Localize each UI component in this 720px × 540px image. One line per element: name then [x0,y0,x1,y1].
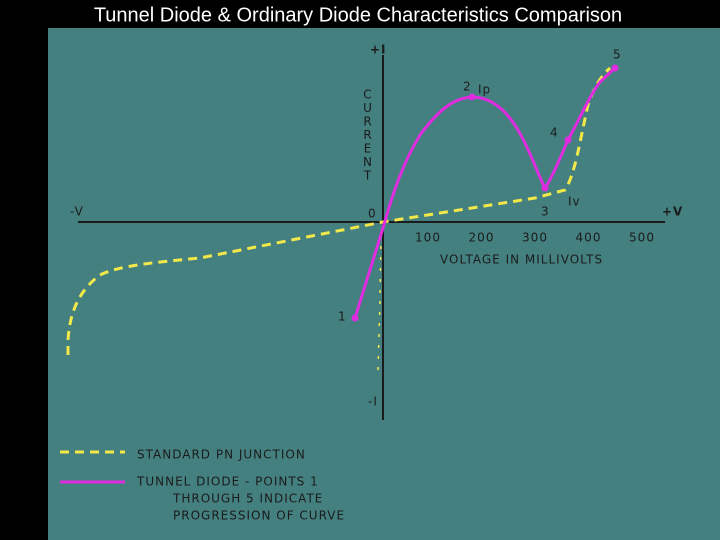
point [541,184,549,192]
current-letter: T [363,169,372,183]
pn-reverse [377,234,382,371]
plus-i: +I [370,43,387,57]
current-letter: N [363,155,373,169]
point-label: 4 [550,126,559,140]
voltage-tick: 200 [469,231,495,245]
legend-tunnel: TUNNEL DIODE - POINTS 1 [136,475,319,489]
point-note: Iv [568,195,581,209]
title: Tunnel Diode & Ordinary Diode Characteri… [94,4,622,26]
point [468,93,476,101]
legend-tunnel: THROUGH 5 INDICATE [172,492,323,506]
point-label: 2 [463,80,472,94]
pn-curve [66,66,612,355]
voltage-ticks: 100 200 300 400 500 [415,231,655,245]
point-label: 5 [613,48,622,62]
legend-pn: STANDARD PN JUNCTION [137,448,306,462]
voltage-tick: 500 [629,231,655,245]
point [351,314,359,322]
point-label: 1 [338,310,347,324]
legend-tunnel: PROGRESSION OF CURVE [173,509,345,523]
voltage-tick: 300 [522,231,548,245]
minus-v: -V [70,205,84,219]
current-letter: U [363,101,373,115]
point-label: 3 [541,205,550,219]
minus-i: -I [368,395,378,409]
current-letter: R [363,128,372,142]
point [611,64,619,72]
origin: 0 [368,207,377,221]
current-letter: E [364,142,373,156]
current-letter: R [363,115,372,129]
point [564,136,572,144]
voltage-tick: 100 [415,231,441,245]
voltage-label: VOLTAGE IN MILLIVOLTS [440,253,603,267]
point-note: Ip [478,83,491,97]
current-letter: C [363,88,372,102]
voltage-tick: 400 [576,231,602,245]
plus-v: +V [662,205,683,219]
